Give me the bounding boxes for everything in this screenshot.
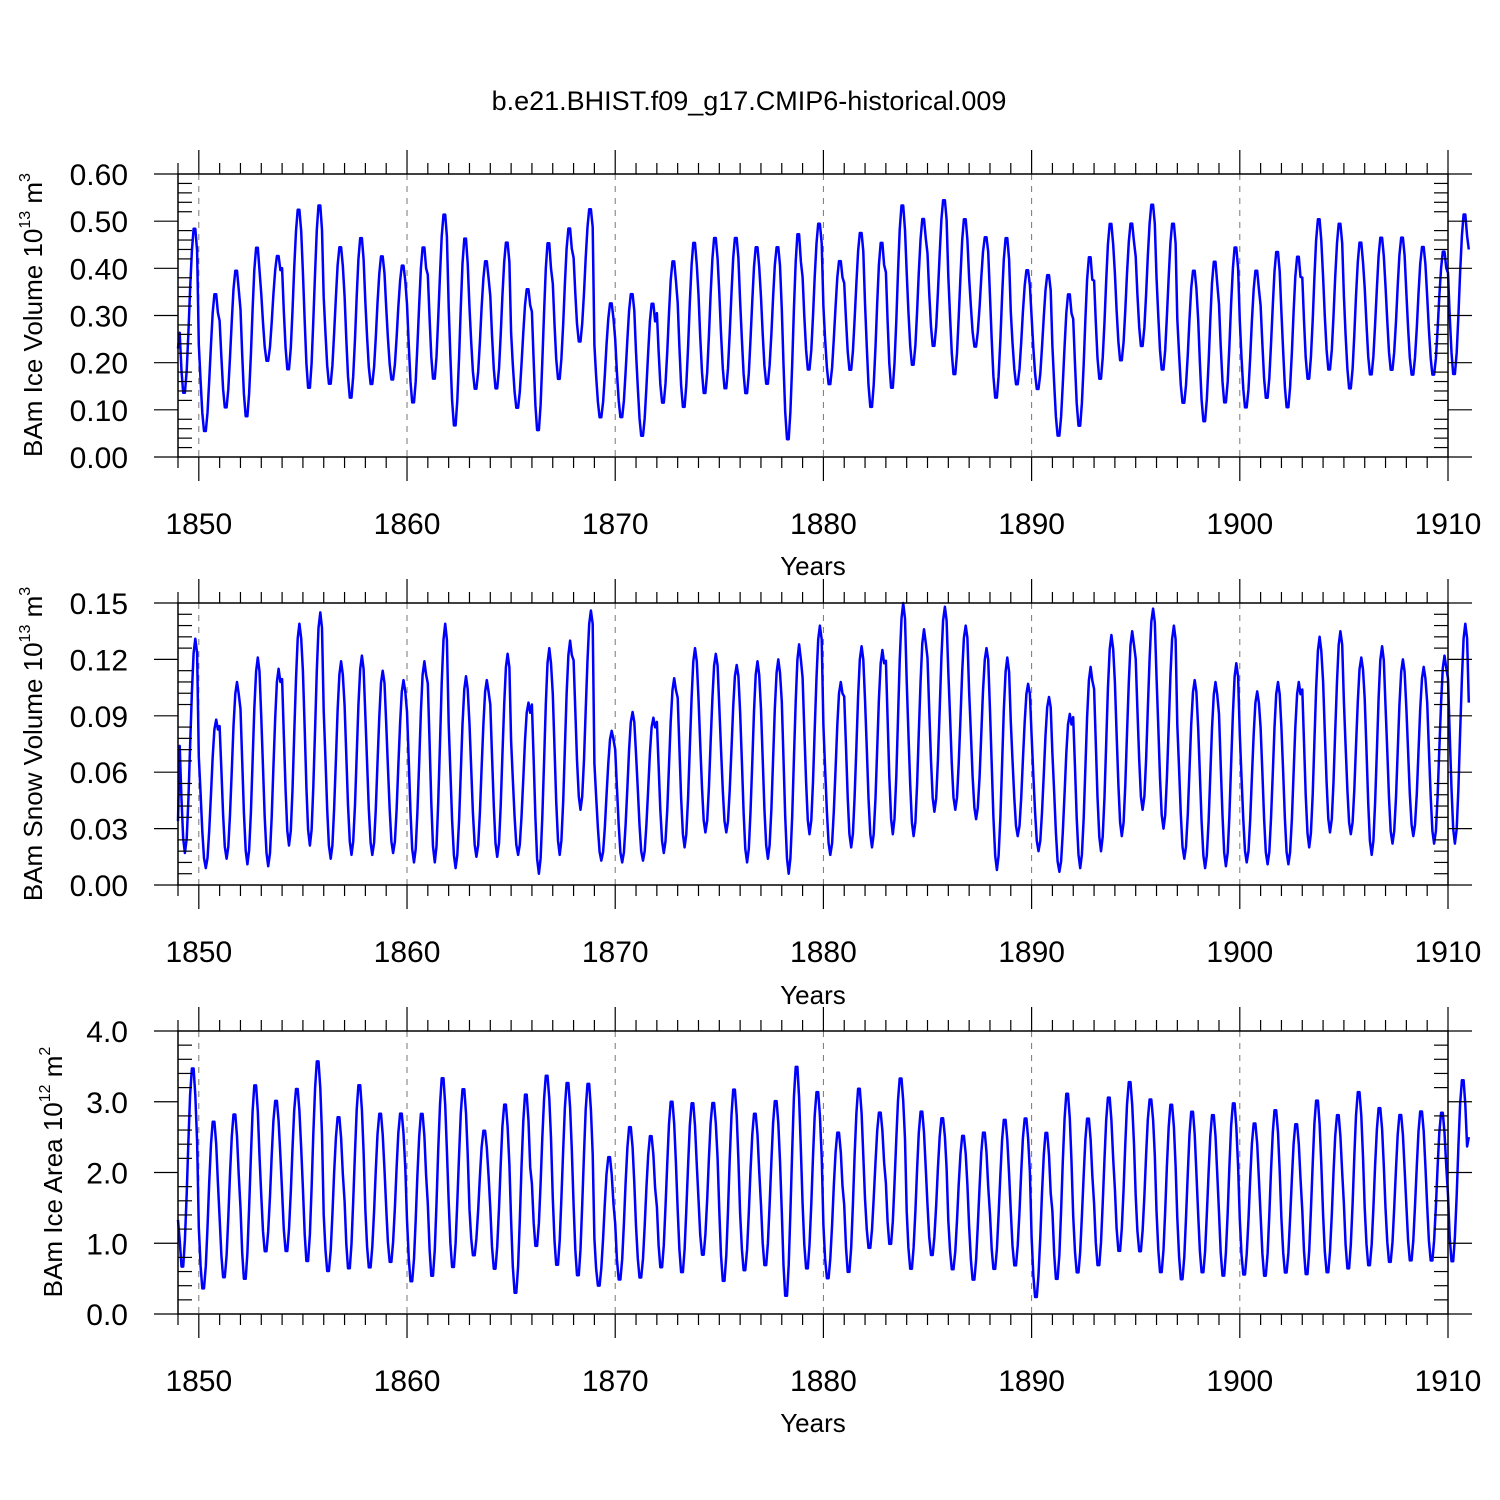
ice-area-x-tick-label: 1880	[790, 1365, 857, 1398]
panel-ice-area-ylabel: BAm Ice Area 1012 m2	[37, 1047, 68, 1298]
snow-volume-y-tick-label: 0.12	[70, 644, 128, 677]
ice-area-x-tick-label: 1890	[998, 1365, 1065, 1398]
ylabel-unit: m	[38, 1056, 68, 1085]
ice-volume-x-tick-label: 1910	[1415, 508, 1482, 541]
snow-volume-x-tick-label: 1850	[165, 936, 232, 969]
ylabel-unit-exponent: 2	[37, 1047, 54, 1056]
ice-area-x-tick-label: 1850	[165, 1365, 232, 1398]
snow-volume-x-tick-label: 1860	[374, 936, 441, 969]
ylabel-prefix: BAm Ice Area 10	[38, 1102, 68, 1297]
snow-volume-y-tick-label: 0.03	[70, 814, 128, 847]
ice-area-y-tick-label: 2.0	[86, 1158, 128, 1191]
ice-area-series-line	[176, 1060, 1471, 1299]
ice-area-x-tick-label: 1870	[582, 1365, 649, 1398]
snow-volume-y-tick-label: 0.06	[70, 757, 128, 790]
ice-area-x-tick-label: 1900	[1206, 1365, 1273, 1398]
ylabel-exponent: 13	[17, 625, 34, 643]
ice-area-x-tick-label: 1910	[1415, 1365, 1482, 1398]
ice-volume-y-tick-label: 0.50	[70, 206, 128, 239]
ice-volume-x-tick-label: 1870	[582, 508, 649, 541]
ice-volume-y-tick-label: 0.00	[70, 442, 128, 475]
ylabel-exponent: 12	[37, 1084, 54, 1102]
chart-title: b.e21.BHIST.f09_g17.CMIP6-historical.009	[492, 86, 1007, 116]
snow-volume-x-tick-label: 1900	[1206, 936, 1273, 969]
ice-area-y-tick-label: 1.0	[86, 1228, 128, 1261]
ice-volume-y-tick-label: 0.30	[70, 301, 128, 334]
ylabel-prefix: BAm Ice Volume 10	[18, 229, 48, 457]
snow-volume-x-tick-label: 1890	[998, 936, 1065, 969]
snow-volume-y-tick-label: 0.00	[70, 870, 128, 903]
ice-area-y-tick-label: 4.0	[86, 1016, 128, 1049]
ylabel-unit-exponent: 3	[17, 587, 34, 596]
ice-volume-x-tick-label: 1860	[374, 508, 441, 541]
snow-volume-y-tick-label: 0.09	[70, 701, 128, 734]
ice-volume-series-line	[176, 198, 1471, 441]
panel-ice-area: BAm Ice Area 1012 m2 Years 1850 1860 1870 1…	[37, 1007, 1481, 1438]
panel-ice-volume-ylabel: BAm Ice Volume 1013 m3	[17, 173, 48, 457]
ice-area-x-tick-label: 1860	[374, 1365, 441, 1398]
snow-volume-x-tick-label: 1880	[790, 936, 857, 969]
ylabel-unit: m	[18, 596, 48, 625]
snow-volume-x-tick-label: 1870	[582, 936, 649, 969]
ice-volume-y-tick-label: 0.60	[70, 159, 128, 192]
panel-ice-volume-xlabel: Years	[780, 551, 846, 581]
ice-volume-x-tick-label: 1880	[790, 508, 857, 541]
snow-volume-x-tick-label: 1910	[1415, 936, 1482, 969]
ice-volume-x-tick-label: 1900	[1206, 508, 1273, 541]
ylabel-unit-exponent: 3	[17, 173, 34, 182]
panel-snow-volume-xlabel: Years	[780, 980, 846, 1010]
ice-volume-x-tick-label: 1890	[998, 508, 1065, 541]
ice-volume-y-tick-label: 0.20	[70, 348, 128, 381]
panel-snow-volume: BAm Snow Volume 1013 m3 Years 1850 1860 18…	[17, 579, 1481, 1010]
ice-volume-x-tick-label: 1850	[165, 508, 232, 541]
panel-snow-volume-ylabel: BAm Snow Volume 1013 m3	[17, 587, 48, 901]
ylabel-unit: m	[18, 182, 48, 211]
snow-volume-plot-frame	[177, 602, 1449, 886]
snow-volume-y-tick-label: 0.15	[70, 588, 128, 621]
snow-volume-series-line	[176, 601, 1471, 875]
panel-ice-volume: BAm Ice Volume 1013 m3 Years 1850 1860 187…	[17, 150, 1481, 581]
ylabel-exponent: 13	[17, 211, 34, 229]
ice-volume-y-tick-label: 0.10	[70, 395, 128, 428]
ice-area-y-tick-label: 0.0	[86, 1299, 128, 1332]
ice-volume-y-tick-label: 0.40	[70, 253, 128, 286]
ylabel-prefix: BAm Snow Volume 10	[18, 642, 48, 901]
panel-ice-area-xlabel: Years	[780, 1408, 846, 1438]
ice-area-y-tick-label: 3.0	[86, 1087, 128, 1120]
